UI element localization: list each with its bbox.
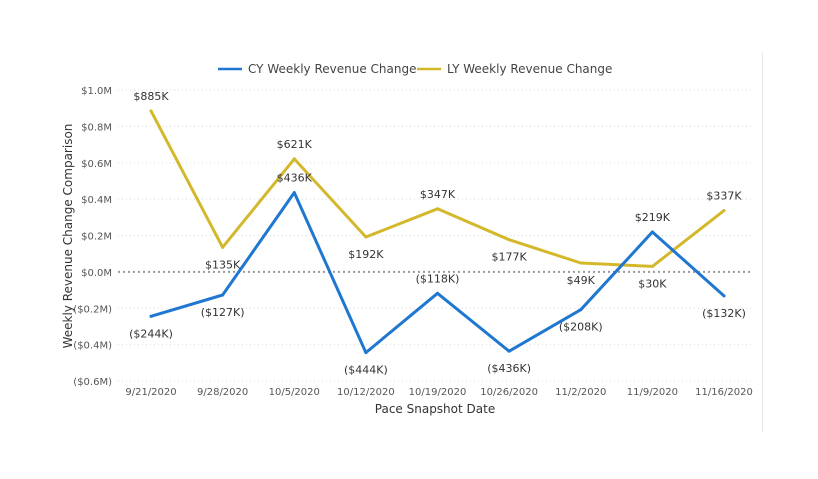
x-tick-label: 9/28/2020 <box>197 387 248 398</box>
data-label: $436K <box>277 172 313 185</box>
data-point <box>292 157 296 161</box>
x-tick-label: 11/2/2020 <box>555 387 606 398</box>
data-point <box>650 264 654 268</box>
data-point <box>579 261 583 265</box>
data-label: ($436K) <box>487 362 531 375</box>
data-label: $337K <box>706 190 742 203</box>
data-label: $621K <box>277 138 313 151</box>
x-tick-label: 9/21/2020 <box>125 387 176 398</box>
data-label: ($208K) <box>559 321 603 334</box>
data-point <box>650 230 654 234</box>
y-tick-label: $0.2M <box>81 232 112 243</box>
data-label: $177K <box>492 251 528 264</box>
data-label: ($118K) <box>416 272 460 285</box>
legend-label: CY Weekly Revenue Change <box>248 62 416 76</box>
data-label: $135K <box>205 258 241 271</box>
data-point <box>436 207 439 211</box>
data-point <box>221 245 225 249</box>
data-label: $30K <box>638 277 667 290</box>
data-label: ($444K) <box>344 364 388 377</box>
data-point <box>149 109 153 113</box>
data-label: ($127K) <box>201 306 245 319</box>
data-point <box>364 351 368 355</box>
y-tick-label: $0.8M <box>81 122 112 133</box>
y-tick-label: $1.0M <box>81 86 112 97</box>
legend-label: LY Weekly Revenue Change <box>447 62 612 76</box>
data-point <box>149 314 153 318</box>
y-tick-label: ($0.2M) <box>73 304 112 315</box>
x-tick-label: 11/16/2020 <box>695 387 753 398</box>
chart-right-border <box>762 52 763 432</box>
y-tick-label: $0.0M <box>81 268 112 279</box>
data-label: $49K <box>567 274 596 287</box>
x-tick-label: 10/5/2020 <box>269 387 320 398</box>
data-point <box>364 235 368 239</box>
y-tick-label: $0.6M <box>81 159 112 170</box>
data-point <box>507 238 511 242</box>
y-tick-label: $0.4M <box>81 195 112 206</box>
data-label: $192K <box>348 248 384 261</box>
data-label: $219K <box>635 211 671 224</box>
data-point <box>221 293 225 297</box>
x-tick-label: 10/19/2020 <box>409 387 467 398</box>
data-label: ($132K) <box>702 307 746 320</box>
y-tick-label: ($0.4M) <box>73 341 112 352</box>
x-axis-title: Pace Snapshot Date <box>375 402 495 416</box>
data-point <box>292 191 296 195</box>
data-label: $347K <box>420 188 456 201</box>
x-tick-label: 10/26/2020 <box>480 387 538 398</box>
y-tick-label: ($0.6M) <box>73 377 112 388</box>
data-label: ($244K) <box>129 327 173 340</box>
data-point <box>722 209 726 213</box>
x-tick-label: 11/9/2020 <box>627 387 678 398</box>
x-tick-label: 10/12/2020 <box>337 387 395 398</box>
data-point <box>579 308 583 312</box>
data-label: $885K <box>133 90 169 103</box>
data-point <box>507 349 511 353</box>
data-point <box>436 291 439 295</box>
y-axis-title: Weekly Revenue Change Comparison <box>61 124 75 349</box>
data-point <box>722 294 726 298</box>
